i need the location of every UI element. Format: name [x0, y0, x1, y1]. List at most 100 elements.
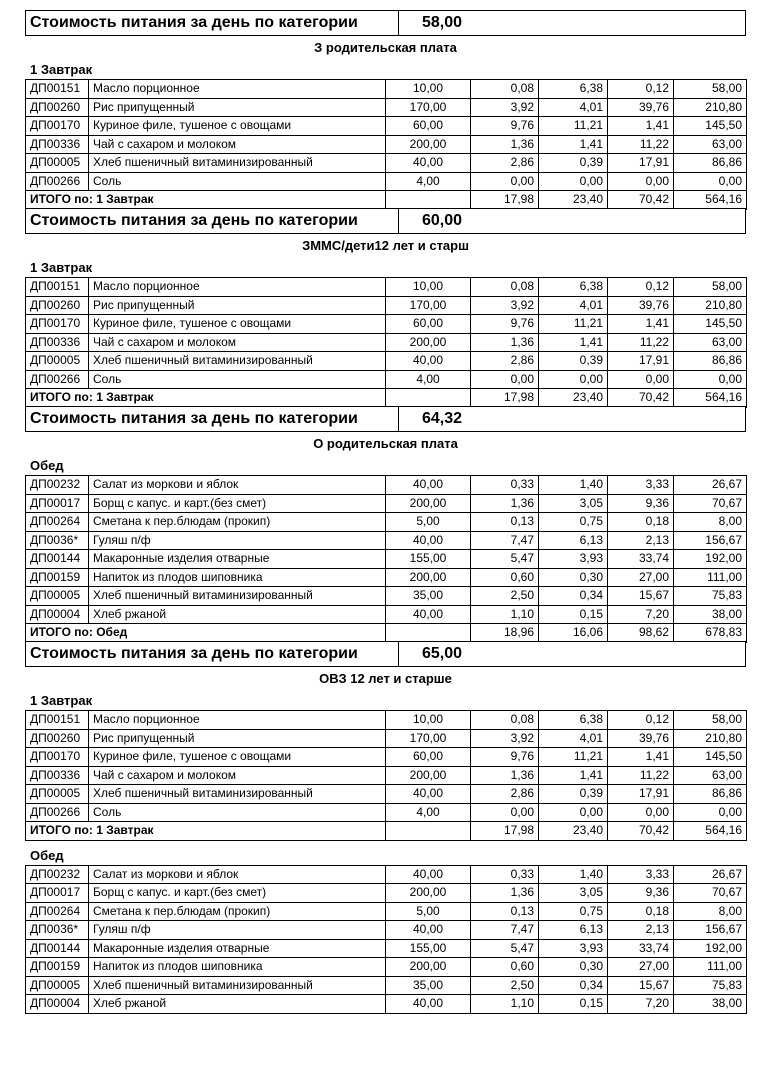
item-value-2: 0,15 [538, 604, 608, 624]
meal-heading: 1 Завтрак [30, 260, 93, 275]
item-value-1: 5,47 [470, 938, 539, 958]
item-name: Куриное филе, тушеное с овощами [88, 747, 386, 767]
item-value-4: 192,00 [673, 549, 747, 569]
item-value-1: 7,47 [470, 530, 539, 550]
item-value-3: 0,00 [607, 802, 674, 822]
item-value-2: 0,75 [538, 512, 608, 532]
total-value-2: 16,06 [538, 623, 608, 643]
item-value-3: 0,12 [607, 710, 674, 730]
total-qty-empty [385, 821, 471, 841]
table-row: ДП00170 Куриное филе, тушеное с овощами 60… [25, 314, 747, 334]
item-value-1: 0,08 [470, 277, 539, 297]
item-qty: 5,00 [385, 901, 471, 921]
meal-items-table: ДП00232 Салат из моркови и яблок 40,00 0,33… [25, 475, 747, 643]
item-qty: 60,00 [385, 314, 471, 334]
item-qty: 170,00 [385, 97, 471, 117]
item-value-4: 26,67 [673, 475, 747, 495]
item-qty: 40,00 [385, 604, 471, 624]
item-name: Хлеб пшеничный витаминизированный [88, 153, 386, 173]
total-value-4: 564,16 [673, 190, 747, 210]
item-value-4: 58,00 [673, 710, 747, 730]
item-value-4: 63,00 [673, 765, 747, 785]
item-value-3: 9,36 [607, 883, 674, 903]
item-code: ДП00260 [25, 295, 89, 315]
table-row: ДП00017 Борщ с капус. и карт.(без смет) 20… [25, 493, 747, 513]
item-value-2: 0,39 [538, 784, 608, 804]
meal-heading: Обед [30, 458, 64, 473]
item-value-1: 2,50 [470, 975, 539, 995]
item-qty: 155,00 [385, 938, 471, 958]
table-row: ДП00151 Масло порционное 10,00 0,08 6,38 0,12… [25, 277, 747, 297]
item-value-1: 5,47 [470, 549, 539, 569]
item-value-4: 111,00 [673, 567, 747, 587]
daily-cost-value: 64,32 [422, 410, 463, 427]
item-value-1: 3,92 [470, 97, 539, 117]
item-value-2: 0,39 [538, 153, 608, 173]
item-value-2: 11,21 [538, 116, 608, 136]
item-name: Напиток из плодов шиповника [88, 567, 386, 587]
item-qty: 170,00 [385, 728, 471, 748]
table-row: ДП00260 Рис припущенный 170,00 3,92 4,01 39,7… [25, 295, 747, 315]
table-row: ДП00266 Соль 4,00 0,00 0,00 0,00 0,00 [25, 802, 747, 822]
item-value-2: 6,13 [538, 530, 608, 550]
item-value-3: 15,67 [607, 975, 674, 995]
item-qty: 40,00 [385, 994, 471, 1014]
item-value-2: 6,38 [538, 79, 608, 99]
item-value-4: 145,50 [673, 314, 747, 334]
item-code: ДП00151 [25, 79, 89, 99]
table-row: ДП00336 Чай с сахаром и молоком 200,00 1,36… [25, 332, 747, 352]
item-value-3: 11,22 [607, 134, 674, 154]
item-value-4: 156,67 [673, 920, 747, 940]
item-value-2: 0,39 [538, 351, 608, 371]
item-value-3: 17,91 [607, 351, 674, 371]
item-value-3: 0,12 [607, 79, 674, 99]
item-value-2: 0,30 [538, 957, 608, 977]
item-code: ДП00005 [25, 784, 89, 804]
item-name: Масло порционное [88, 277, 386, 297]
item-value-2: 0,00 [538, 171, 608, 191]
item-value-3: 0,18 [607, 512, 674, 532]
item-value-2: 0,15 [538, 994, 608, 1014]
item-code: ДП00151 [25, 710, 89, 730]
item-qty: 170,00 [385, 295, 471, 315]
table-row: ДП00260 Рис припущенный 170,00 3,92 4,01 39,7… [25, 728, 747, 748]
item-value-3: 0,18 [607, 901, 674, 921]
table-row: ДП00264 Сметана к пер.блюдам (прокип) 5,00… [25, 512, 747, 532]
item-name: Масло порционное [88, 79, 386, 99]
item-value-2: 3,93 [538, 549, 608, 569]
item-name: Чай с сахаром и молоком [88, 765, 386, 785]
item-name: Борщ с капус. и карт.(без смет) [88, 883, 386, 903]
item-value-4: 0,00 [673, 171, 747, 191]
item-value-2: 0,34 [538, 975, 608, 995]
item-value-1: 1,36 [470, 765, 539, 785]
item-value-4: 145,50 [673, 116, 747, 136]
item-name: Макаронные изделия отварные [88, 549, 386, 569]
item-value-1: 1,10 [470, 994, 539, 1014]
table-row: ДП00266 Соль 4,00 0,00 0,00 0,00 0,00 [25, 369, 747, 389]
item-name: Соль [88, 369, 386, 389]
item-value-3: 2,13 [607, 530, 674, 550]
item-value-3: 1,41 [607, 747, 674, 767]
item-qty: 40,00 [385, 920, 471, 940]
item-code: ДП00144 [25, 549, 89, 569]
item-value-4: 210,80 [673, 295, 747, 315]
item-code: ДП00264 [25, 901, 89, 921]
item-value-3: 0,12 [607, 277, 674, 297]
item-value-4: 58,00 [673, 79, 747, 99]
item-value-1: 9,76 [470, 116, 539, 136]
item-name: Рис припущенный [88, 97, 386, 117]
item-name: Куриное филе, тушеное с овощами [88, 314, 386, 334]
item-value-2: 6,38 [538, 277, 608, 297]
item-code: ДП00266 [25, 802, 89, 822]
item-value-2: 4,01 [538, 97, 608, 117]
total-qty-empty [385, 388, 471, 408]
item-qty: 4,00 [385, 369, 471, 389]
meal-items-table: ДП00151 Масло порционное 10,00 0,08 6,38 0,12… [25, 277, 747, 408]
item-code: ДП00159 [25, 567, 89, 587]
table-row: ДП00005 Хлеб пшеничный витаминизированный… [25, 153, 747, 173]
table-row: ДП00159 Напиток из плодов шиповника 200,00… [25, 957, 747, 977]
table-row: ДП00232 Салат из моркови и яблок 40,00 0,33… [25, 864, 747, 884]
item-name: Хлеб пшеничный витаминизированный [88, 784, 386, 804]
item-name: Напиток из плодов шиповника [88, 957, 386, 977]
item-code: ДП00005 [25, 153, 89, 173]
